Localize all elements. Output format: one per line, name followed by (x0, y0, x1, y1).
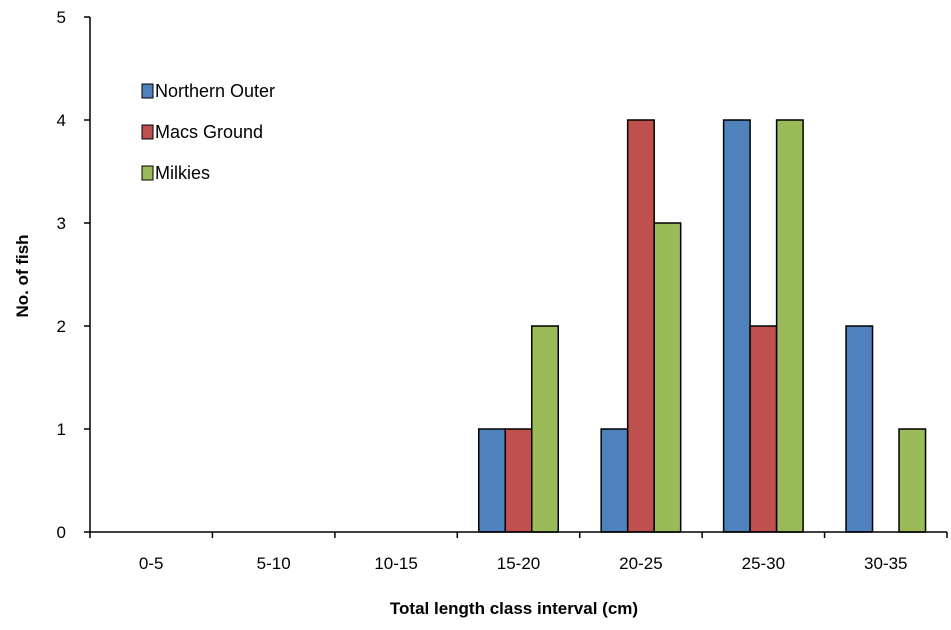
bar (531, 325, 559, 533)
x-tick-label: 15-20 (497, 554, 540, 573)
x-tick-label: 10-15 (374, 554, 417, 573)
y-axis-title: No. of fish (13, 234, 32, 317)
x-tick-label: 30-35 (864, 554, 907, 573)
x-tick-label: 20-25 (619, 554, 662, 573)
legend-swatch (141, 124, 154, 140)
bar (653, 222, 682, 533)
bar (749, 325, 778, 533)
y-tick-label: 4 (57, 111, 66, 130)
y-tick-label: 2 (57, 317, 66, 336)
bars-layer (478, 119, 927, 533)
y-tick-label: 5 (57, 8, 66, 27)
legend-label: Milkies (155, 163, 210, 183)
x-ticks: 0-5 5-10 10-15 15-20 20-25 25-30 30-35 (89, 532, 948, 573)
legend-swatch (141, 165, 154, 181)
bar (722, 119, 751, 533)
y-ticks: 0 1 2 3 4 5 (57, 8, 90, 542)
x-tick-label: 25-30 (742, 554, 785, 573)
x-tick-label: 0-5 (139, 554, 164, 573)
y-tick-label: 1 (57, 420, 66, 439)
bar (898, 428, 927, 533)
legend-label: Northern Outer (155, 81, 275, 101)
legend-label: Macs Ground (155, 122, 263, 142)
legend-swatch (141, 83, 154, 99)
y-tick-label: 3 (57, 214, 66, 233)
y-tick-label: 0 (57, 523, 66, 542)
bar (775, 119, 804, 533)
bar (504, 428, 533, 533)
x-tick-label: 5-10 (257, 554, 291, 573)
bar (600, 428, 629, 533)
bar (626, 119, 655, 533)
x-axis-title: Total length class interval (cm) (390, 599, 638, 618)
bar (478, 428, 506, 533)
bar (845, 325, 874, 533)
legend: Northern Outer Macs Ground Milkies (141, 81, 275, 183)
